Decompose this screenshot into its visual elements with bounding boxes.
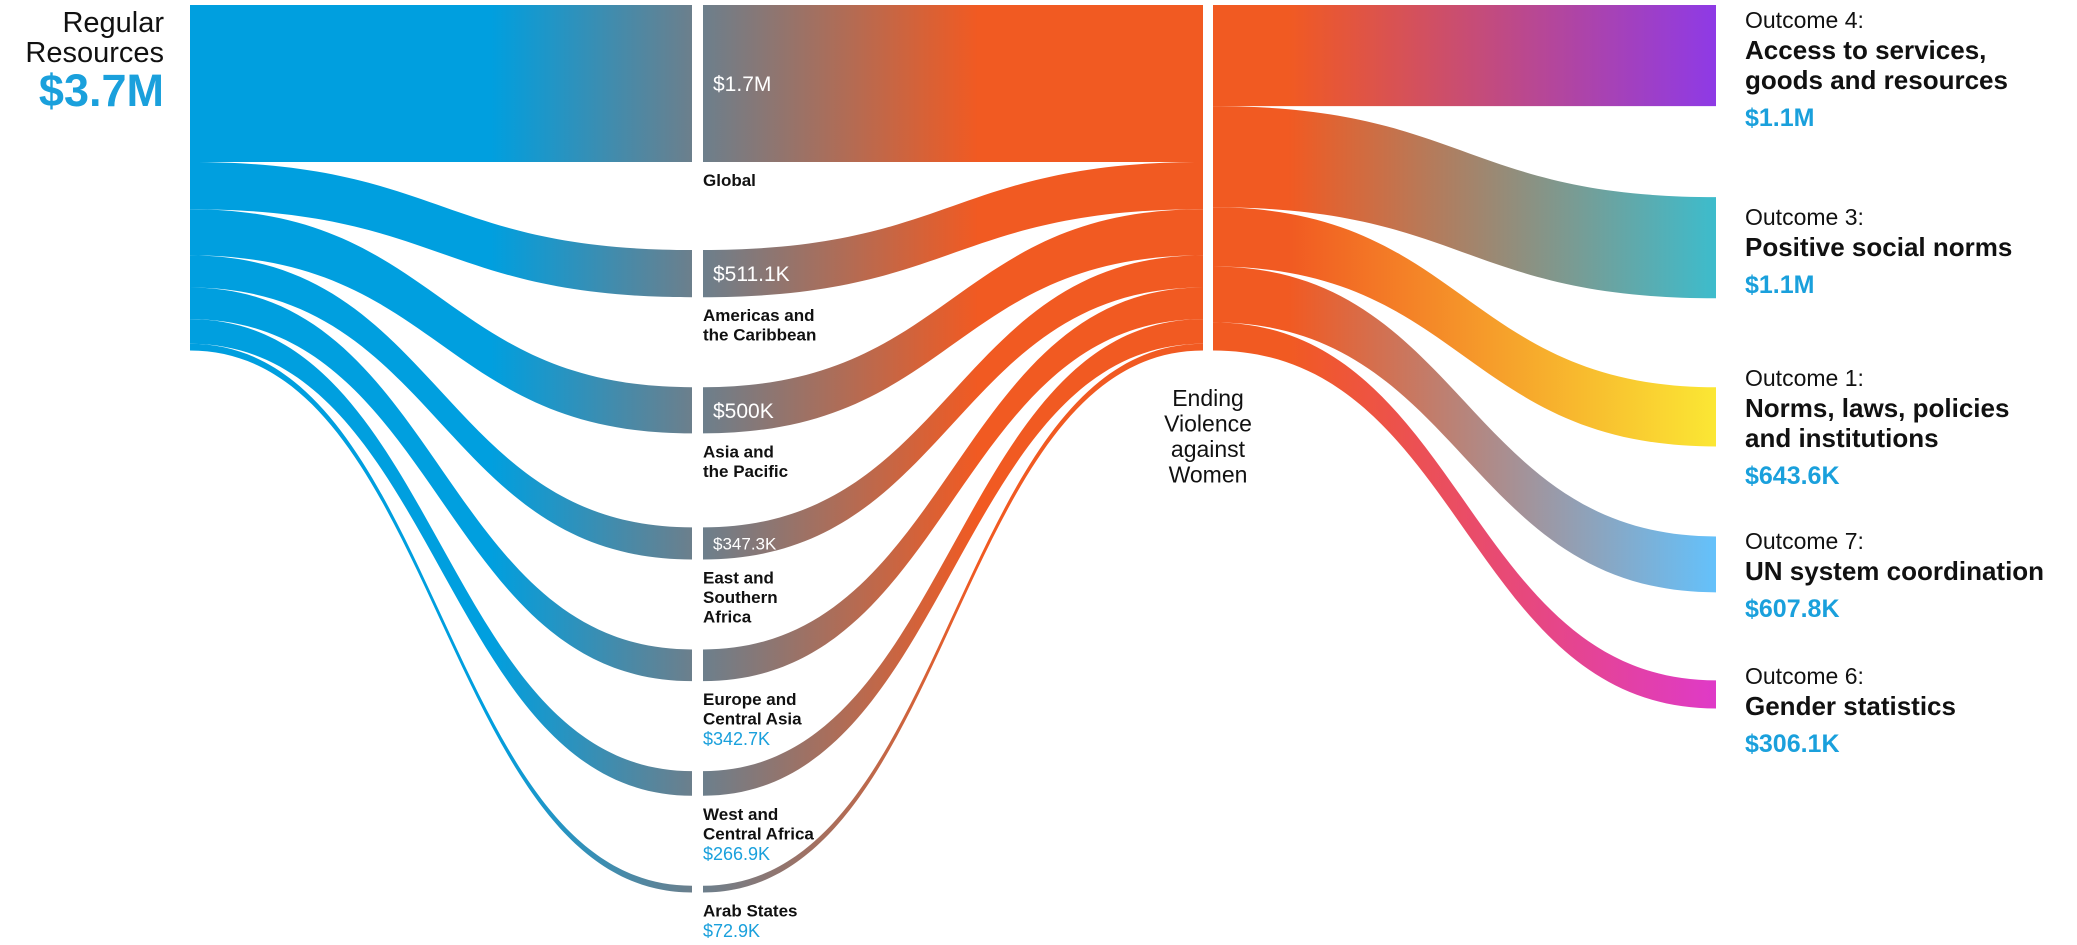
gap-hub: [1203, 0, 1213, 945]
link-region-to-hub-5: [703, 319, 1203, 796]
outcome-name-line: UN system coordination: [1745, 556, 2044, 586]
outcome-name-line: and institutions: [1745, 423, 1939, 453]
link-region-to-hub-0: [703, 5, 1203, 162]
outcome-prefix: Outcome 1:: [1745, 365, 1864, 391]
link-source-to-region-4: [190, 287, 692, 682]
region-amount: $342.7K: [703, 729, 770, 749]
outcome-amount: $1.1M: [1745, 271, 1814, 299]
link-hub-to-outcome-4: [1213, 322, 1716, 709]
region-name-line: Global: [703, 171, 756, 190]
region-amount-inside: $1.7M: [713, 73, 771, 96]
gap-source-region: [692, 0, 703, 945]
region-name-line: Central Asia: [703, 710, 802, 729]
region-amount: $266.9K: [703, 844, 770, 864]
outcome-prefix: Outcome 4:: [1745, 7, 1864, 33]
outcome-name-line: Positive social norms: [1745, 232, 2012, 262]
region-name-line: West and: [703, 805, 778, 824]
region-amount-inside: $511.1K: [713, 263, 790, 286]
outcome-amount: $607.8K: [1745, 595, 1840, 623]
region-amount-inside: $347.3K: [713, 535, 777, 554]
hub-label-line: Women: [1169, 462, 1248, 488]
outcome-name-line: Norms, laws, policies: [1745, 393, 2009, 423]
link-source-to-region-2: [190, 209, 692, 434]
outcome-amount: $643.6K: [1745, 462, 1840, 490]
region-name-line: Americas and: [703, 306, 815, 325]
flow-links: [190, 5, 1716, 893]
hub-label-line: Violence: [1164, 411, 1252, 437]
region-amount-inside: $500K: [713, 400, 774, 423]
link-region-to-hub-2: [703, 209, 1203, 434]
region-name-line: Africa: [703, 607, 752, 626]
link-source-to-region-6: [190, 343, 692, 893]
flow-nodes: [692, 0, 1213, 945]
hub-label-line: against: [1171, 436, 1246, 462]
link-source-to-region-5: [190, 319, 692, 796]
outcome-name-line: Gender statistics: [1745, 691, 1956, 721]
region-name-line: the Pacific: [703, 462, 788, 481]
source-title-line: Resources: [25, 37, 164, 69]
link-region-to-hub-3: [703, 255, 1203, 560]
region-name-line: East and: [703, 568, 774, 587]
source-title-line: Regular: [62, 7, 164, 39]
region-name-line: Asia and: [703, 442, 774, 461]
region-name-line: Europe and: [703, 690, 797, 709]
link-hub-to-outcome-1: [1213, 106, 1716, 299]
outcome-amount: $306.1K: [1745, 730, 1840, 758]
outcome-name-line: Access to services,: [1745, 35, 1986, 65]
link-hub-to-outcome-2: [1213, 207, 1716, 447]
link-region-to-hub-6: [703, 343, 1203, 893]
link-source-to-region-0: [190, 5, 692, 162]
link-source-to-region-3: [190, 255, 692, 560]
link-region-to-hub-4: [703, 287, 1203, 682]
outcome-prefix: Outcome 3:: [1745, 204, 1864, 230]
hub-label-line: Ending: [1172, 385, 1244, 411]
outcome-prefix: Outcome 7:: [1745, 528, 1864, 554]
region-amount: $72.9K: [703, 921, 760, 941]
link-source-to-region-1: [190, 162, 692, 298]
source-total: $3.7M: [39, 65, 164, 116]
outcome-name-line: goods and resources: [1745, 65, 2008, 95]
region-name-line: the Caribbean: [703, 326, 816, 345]
region-name-line: Arab States: [703, 901, 797, 920]
outcome-amount: $1.1M: [1745, 104, 1814, 132]
region-name-line: Central Africa: [703, 824, 814, 843]
region-name-line: Southern: [703, 588, 778, 607]
link-region-to-hub-1: [703, 162, 1203, 298]
outcome-prefix: Outcome 6:: [1745, 663, 1864, 689]
link-hub-to-outcome-3: [1213, 266, 1716, 593]
link-hub-to-outcome-0: [1213, 5, 1716, 107]
